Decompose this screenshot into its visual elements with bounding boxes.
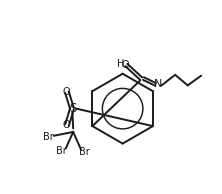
Text: H: H: [117, 59, 124, 69]
Text: S: S: [69, 102, 77, 115]
Text: O: O: [63, 87, 70, 97]
Text: N: N: [154, 79, 163, 89]
Text: Br: Br: [79, 147, 90, 157]
Text: Br: Br: [56, 146, 67, 156]
Text: O: O: [122, 60, 129, 70]
Text: O: O: [63, 120, 70, 130]
Text: Br: Br: [43, 132, 53, 142]
